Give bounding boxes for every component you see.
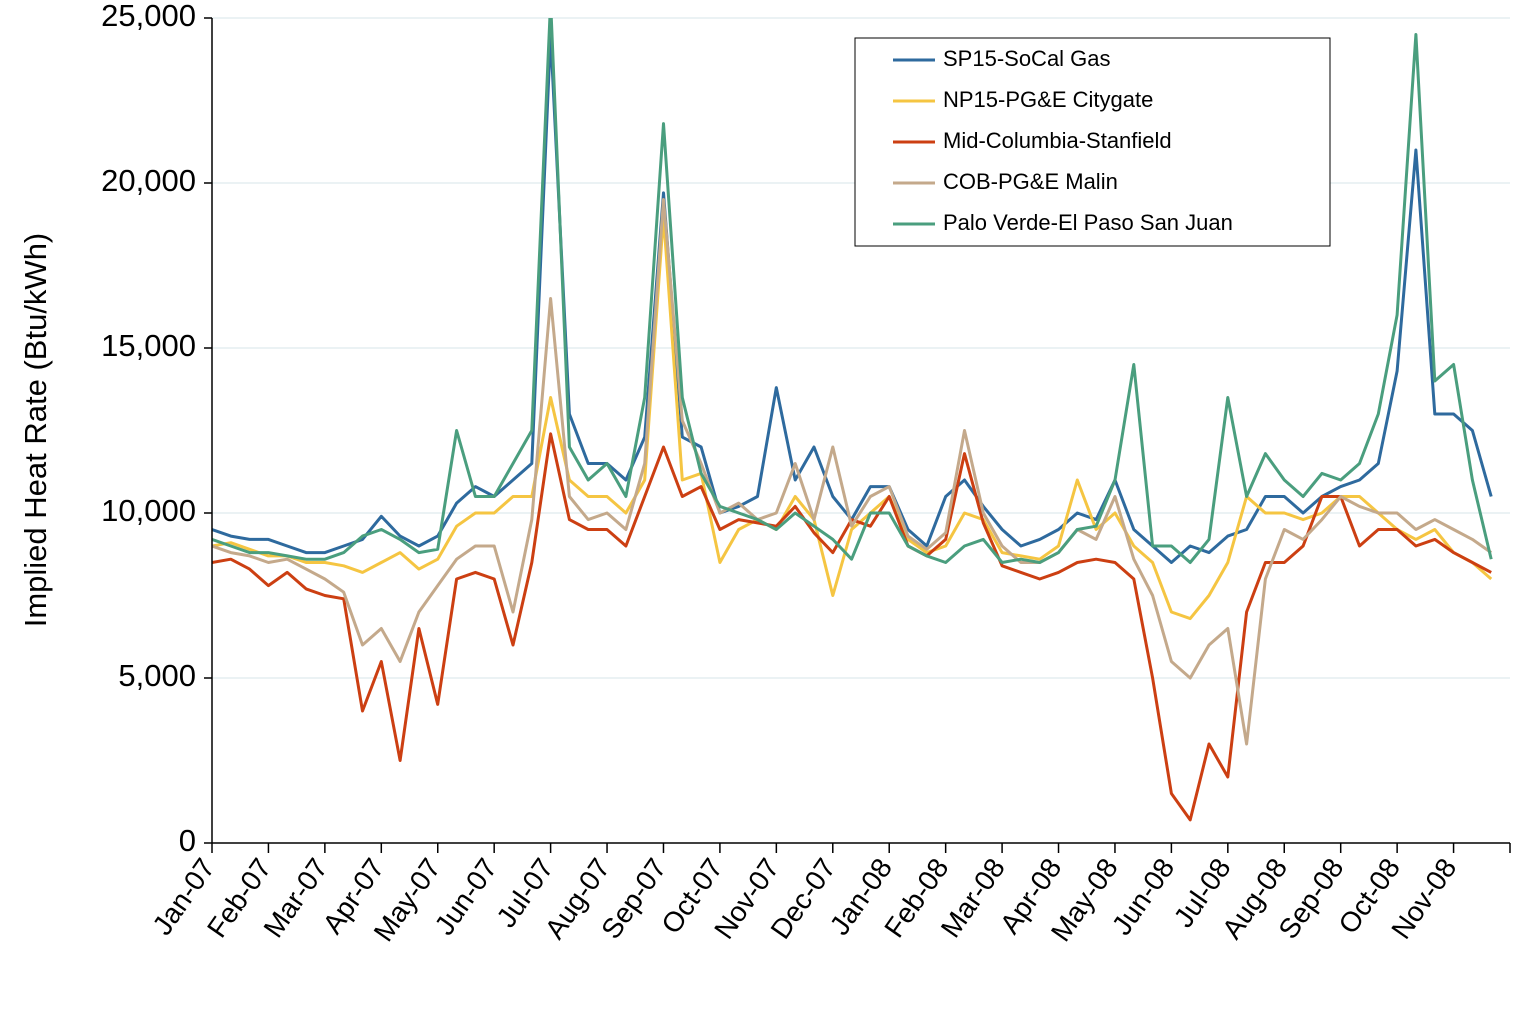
- y-axis-title: Implied Heat Rate (Btu/kWh): [18, 233, 53, 628]
- y-tick-label: 5,000: [118, 658, 196, 693]
- y-tick-label: 25,000: [101, 0, 196, 33]
- legend-label: NP15-PG&E Citygate: [943, 87, 1153, 112]
- series-line: [212, 18, 1493, 564]
- y-tick-label: 20,000: [101, 163, 196, 198]
- legend-label: Mid-Columbia-Stanfield: [943, 128, 1172, 153]
- legend: SP15-SoCal Gas NP15-PG&E Citygate Mid-Colu…: [854, 37, 1331, 247]
- plot-lines: [212, 18, 1493, 822]
- y-tick-label: 15,000: [101, 328, 196, 363]
- series-line: [212, 214, 1493, 621]
- series-line: [212, 198, 1493, 746]
- y-tick-label: 0: [179, 823, 196, 858]
- y-tick-label: 10,000: [101, 493, 196, 528]
- legend-label: Palo Verde-El Paso San Juan: [943, 210, 1233, 235]
- series-line: [212, 432, 1492, 822]
- legend-label: COB-PG&E Malin: [943, 169, 1118, 194]
- legend-label: SP15-SoCal Gas: [943, 46, 1111, 71]
